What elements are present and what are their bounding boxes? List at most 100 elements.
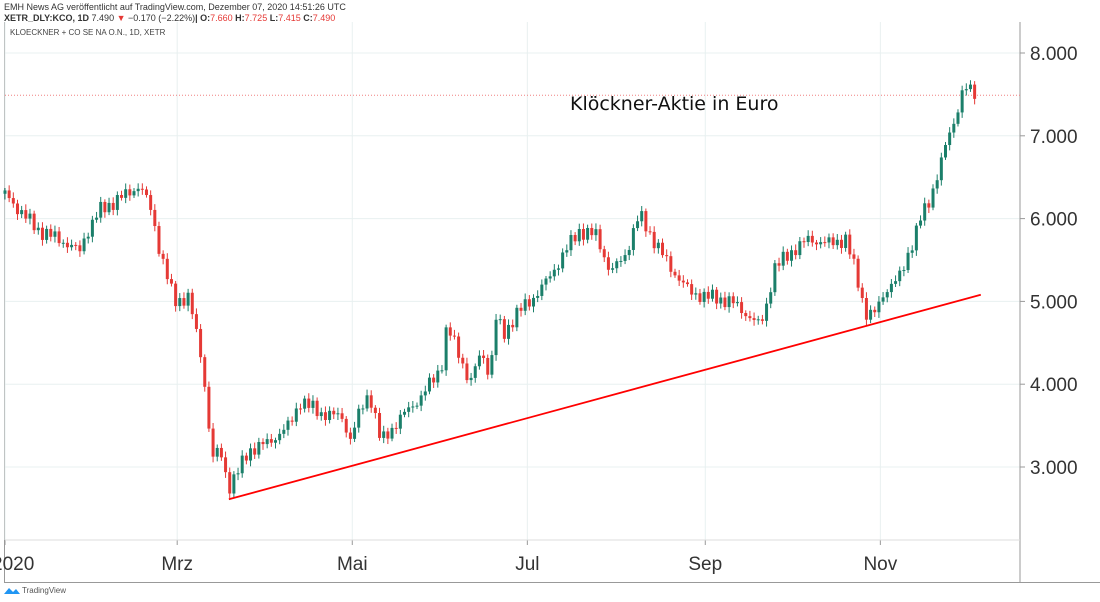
candle <box>124 183 128 204</box>
candle <box>199 324 203 363</box>
candle-body <box>99 201 103 218</box>
candle-body <box>752 318 756 321</box>
y-tick-label: 4.000 <box>1030 375 1078 396</box>
candle-body <box>860 287 864 299</box>
candle-body <box>702 291 706 302</box>
candle-body <box>914 225 918 251</box>
candle <box>174 280 178 312</box>
candle <box>244 452 248 465</box>
candle-body <box>11 198 15 204</box>
candle <box>756 315 760 325</box>
candle-body <box>407 407 411 412</box>
candle <box>157 221 161 257</box>
candle <box>636 215 640 232</box>
candle-body <box>307 398 311 408</box>
candle-body <box>240 455 244 474</box>
candle <box>623 249 627 265</box>
candle-body <box>943 145 947 158</box>
candle <box>906 247 910 274</box>
candle-body <box>382 431 386 438</box>
candle-body <box>894 281 898 284</box>
candle <box>598 224 602 253</box>
candle <box>45 225 49 244</box>
candle <box>652 226 656 254</box>
candle <box>515 304 519 332</box>
candle <box>773 260 777 296</box>
candle-body <box>690 284 694 295</box>
high-label: H: <box>235 13 245 23</box>
candle <box>469 372 473 386</box>
y-tick-label: 6.000 <box>1030 210 1078 231</box>
candle-body <box>61 242 65 244</box>
candle-body <box>731 296 735 304</box>
candle <box>386 427 390 445</box>
candle <box>361 404 365 415</box>
candle-body <box>311 400 315 408</box>
candle-body <box>544 278 548 285</box>
candle-body <box>415 405 419 407</box>
candle-body <box>36 227 40 231</box>
candle-body <box>956 112 960 124</box>
candle <box>436 364 440 388</box>
candle-body <box>378 413 382 438</box>
low-label: L: <box>269 13 279 23</box>
candle-body <box>561 252 565 269</box>
candle-body <box>153 209 157 227</box>
candle-body <box>823 242 827 244</box>
candle <box>777 257 781 272</box>
candle-body <box>161 253 165 259</box>
support-trendline <box>228 293 982 501</box>
candle-body <box>373 407 377 414</box>
candle-body <box>144 189 148 196</box>
candle <box>935 174 939 194</box>
candle-body <box>910 250 914 253</box>
close-label: C: <box>303 13 313 23</box>
candle-body <box>852 254 856 259</box>
candle-body <box>636 221 640 229</box>
candle-body <box>136 188 140 192</box>
candle-body <box>527 299 531 307</box>
candle-body <box>606 257 610 270</box>
candle-body <box>124 189 128 198</box>
tradingview-logo[interactable]: TradingView <box>4 586 66 595</box>
candle-body <box>586 227 590 240</box>
candle <box>78 240 82 257</box>
candle-body <box>273 440 277 443</box>
candle-body <box>968 84 972 90</box>
candle <box>249 443 253 467</box>
candle-body <box>931 188 935 208</box>
candle-body <box>45 228 49 240</box>
chart-title: Klöckner-Aktie in Euro <box>570 93 778 115</box>
candle-body <box>698 293 702 302</box>
candle <box>627 245 631 261</box>
candle <box>219 443 223 461</box>
candle-body <box>70 244 74 248</box>
candle <box>769 287 773 309</box>
candle-body <box>319 412 323 417</box>
candle <box>194 308 198 333</box>
candle-body <box>203 357 207 387</box>
candle <box>781 246 785 271</box>
candle <box>207 381 211 432</box>
candle-body <box>244 455 248 461</box>
candle-body <box>923 203 927 221</box>
candle-body <box>669 256 673 272</box>
candle <box>914 223 918 256</box>
candle <box>253 442 257 459</box>
candle <box>956 109 960 127</box>
candle <box>640 206 644 227</box>
candle-body <box>569 234 573 251</box>
candle-body <box>298 408 302 410</box>
candle-body <box>390 427 394 439</box>
candle <box>149 190 153 216</box>
candle <box>806 230 810 247</box>
candle-body <box>532 297 536 307</box>
candle <box>332 407 336 420</box>
candle <box>877 296 881 318</box>
candle-body <box>681 280 685 283</box>
candle-body <box>357 408 361 428</box>
candle <box>182 292 186 309</box>
candle-body <box>132 191 136 196</box>
x-tick-label: 2020 <box>0 554 34 575</box>
